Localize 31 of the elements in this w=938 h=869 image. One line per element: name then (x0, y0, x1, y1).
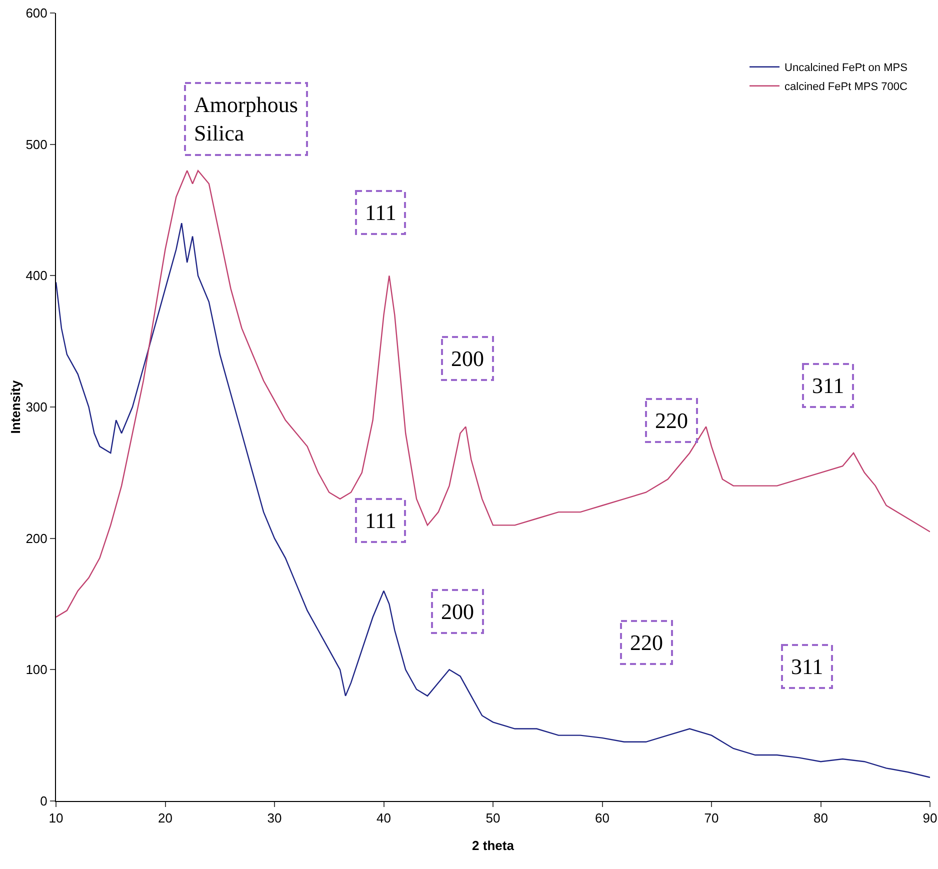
x-tick-label: 20 (158, 810, 172, 826)
line-series (56, 222, 930, 778)
annotation: 220 (630, 630, 663, 655)
y-tick-label: 400 (26, 268, 48, 284)
x-tick-label: 40 (376, 810, 391, 826)
x-axis-title: 2 theta (472, 838, 515, 853)
x-tick-label: 10 (48, 810, 64, 826)
annotation: 200 (441, 599, 474, 624)
y-tick-label: 300 (26, 400, 48, 415)
x-tick-label: 90 (922, 810, 938, 826)
annotation: 311 (812, 373, 844, 398)
y-axis-title: Intensity (8, 380, 23, 434)
y-tick-label: 100 (26, 662, 48, 678)
y-tick-label: 200 (26, 530, 48, 546)
x-tick-label: 50 (486, 810, 500, 826)
annotation: 111 (365, 200, 396, 225)
y-tick-label: 0 (40, 794, 48, 809)
line-series (56, 170, 930, 618)
x-tick-label: 70 (704, 810, 719, 826)
legend-label: calcined FePt MPS 700C (784, 81, 908, 94)
annotation: 311 (791, 654, 824, 679)
legend-label: Uncalcined FePt on MPS (784, 62, 908, 74)
x-tick-label: 60 (595, 810, 610, 826)
x-tick-label: 30 (267, 810, 282, 826)
annotation: 200 (451, 346, 484, 371)
x-tick-label: 80 (814, 810, 828, 826)
annotation: 111 (365, 508, 396, 533)
annotation: 220 (655, 408, 688, 433)
annotation: Amorphous Silica (194, 92, 298, 146)
y-tick-label: 500 (26, 136, 48, 152)
y-tick-label: 600 (26, 6, 48, 21)
